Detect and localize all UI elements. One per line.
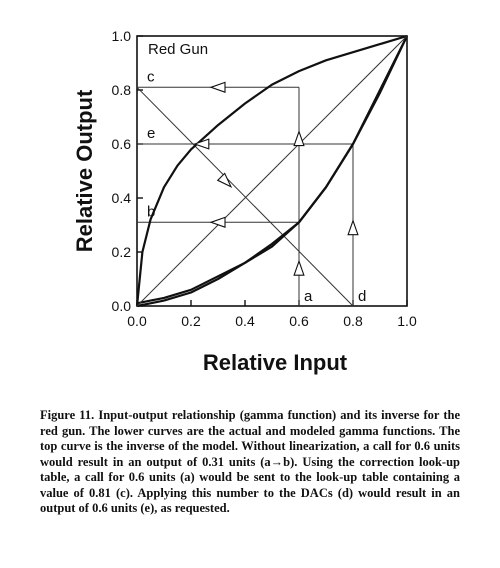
x-tick-label: 0.0 (127, 313, 147, 329)
y-tick-label: 0.6 (112, 136, 132, 152)
arrow-left-e (193, 138, 210, 150)
y-tick-label: 0.8 (112, 82, 132, 98)
gamma-chart: 0.0 0.2 0.4 0.6 0.8 1.0 0.0 0.2 0.4 0.6 0.8 1.0 a b… (72, 28, 417, 375)
guide-diagonal-c-to-d (136, 86, 354, 307)
axes (136, 35, 408, 307)
x-tick-label: 0.2 (181, 313, 201, 329)
annotation-c: c (147, 68, 155, 85)
arrow-up-a-lower (293, 259, 305, 276)
x-tick-label: 0.8 (343, 313, 363, 329)
x-tick-label: 0.6 (289, 313, 309, 329)
arrow-diagonal (216, 172, 233, 188)
arrowheads (193, 81, 359, 276)
x-tick-label: 0.4 (235, 313, 255, 329)
annotation-b: b (147, 203, 155, 220)
red-gun-label: Red Gun (148, 41, 208, 58)
y-tick-labels: 0.0 0.2 0.4 0.6 0.8 1.0 (112, 28, 132, 314)
x-tick-label: 1.0 (397, 313, 417, 329)
series-line-4 (136, 35, 408, 307)
y-tick-label: 0.2 (112, 244, 132, 260)
arrow-up-a-upper (293, 129, 305, 147)
arrow-left-c (209, 81, 226, 93)
series-group (135, 34, 408, 308)
x-tick-labels: 0.0 0.2 0.4 0.6 0.8 1.0 (127, 313, 417, 329)
x-axis-title: Relative Input (203, 350, 348, 375)
y-tick-label: 0.4 (112, 190, 132, 206)
y-tick-label: 1.0 (112, 28, 132, 44)
y-tick-label: 0.0 (112, 298, 132, 314)
annotation-a: a (304, 288, 313, 305)
annotation-labels: a b c d e (147, 68, 366, 305)
arrow-left-b (209, 216, 226, 228)
y-axis-title: Relative Output (72, 89, 97, 252)
series-line-1 (135, 34, 408, 307)
plot-frame (136, 35, 408, 307)
arrow-up-d (347, 219, 359, 236)
annotation-d: d (358, 288, 366, 305)
figure-caption: Figure 11. Input-output relationship (ga… (40, 408, 460, 515)
series-line-3 (136, 35, 408, 308)
annotation-e: e (147, 125, 155, 142)
